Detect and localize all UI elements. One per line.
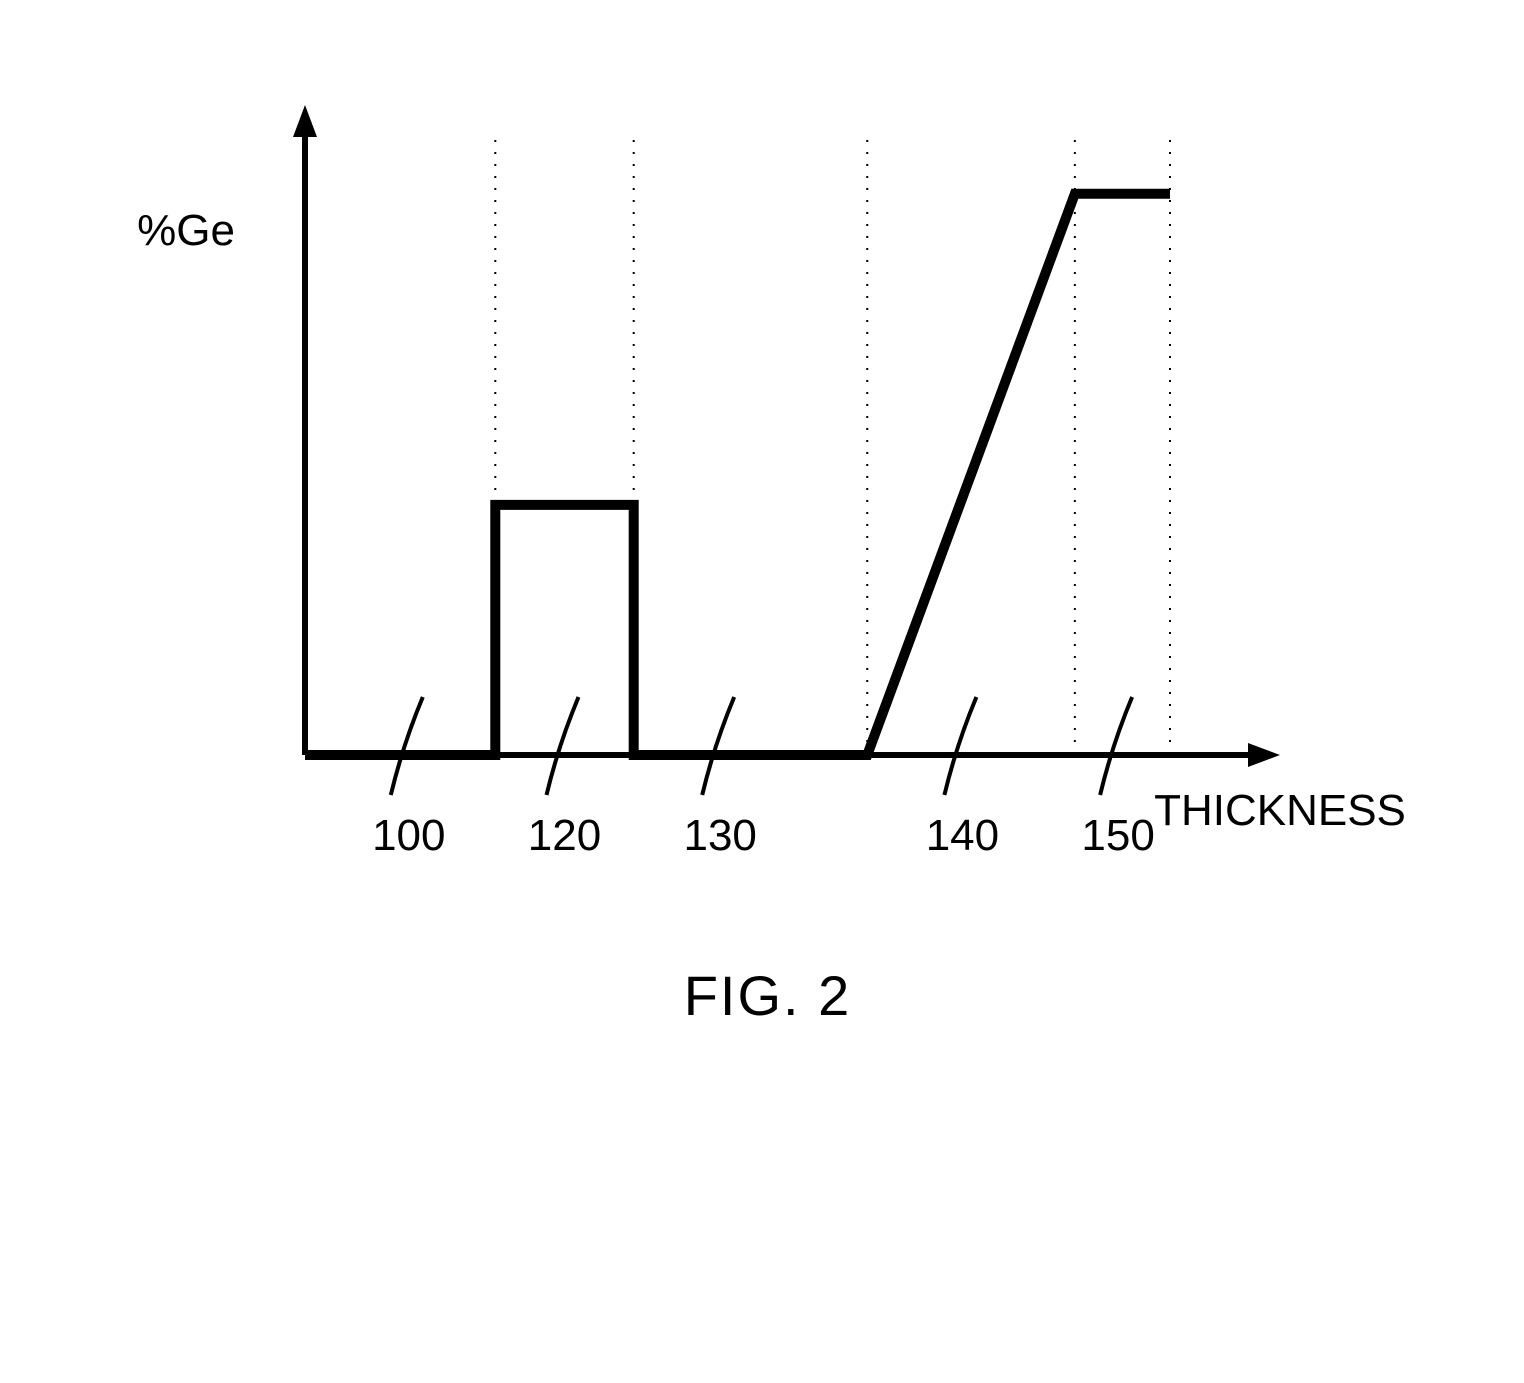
tick-label: 150 (1081, 811, 1154, 860)
ge-profile-line (305, 194, 1170, 755)
tick-label: 130 (683, 811, 756, 860)
tick-label: 140 (926, 811, 999, 860)
tick-callout-leader (944, 697, 976, 795)
y-axis-arrow (293, 105, 317, 137)
figure-container: 100 120 130 140 150 %Ge THICKNESS FIG. 2 (0, 0, 1524, 1383)
axis-labels: %Ge THICKNESS FIG. 2 (137, 206, 1406, 1027)
figure-svg: 100 120 130 140 150 %Ge THICKNESS FIG. 2 (0, 0, 1524, 1383)
tick-callout-leader (1100, 697, 1132, 795)
tick-callout-leader (702, 697, 734, 795)
gridlines (495, 140, 1170, 755)
axes (293, 105, 1280, 767)
tick-label: 100 (372, 811, 445, 860)
y-axis-label: %Ge (137, 206, 235, 255)
tick-callouts: 100 120 130 140 150 (372, 697, 1155, 860)
tick-callout-leader (391, 697, 423, 795)
x-axis-label: THICKNESS (1154, 786, 1406, 835)
figure-caption: FIG. 2 (684, 964, 852, 1027)
x-axis-arrow (1248, 743, 1280, 767)
tick-label: 120 (528, 811, 601, 860)
data-series (305, 194, 1170, 755)
tick-callout-leader (547, 697, 579, 795)
